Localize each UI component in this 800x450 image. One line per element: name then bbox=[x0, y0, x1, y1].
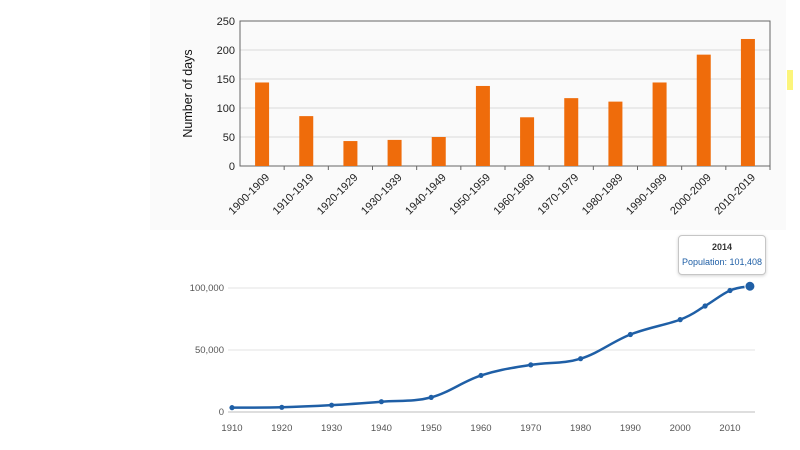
x-tick-label: 1960 bbox=[470, 423, 491, 434]
y-tick-label: 100,000 bbox=[190, 283, 224, 294]
data-point bbox=[677, 317, 683, 323]
x-tick-label: 2010-2019 bbox=[712, 172, 758, 218]
x-tick-label: 1950 bbox=[421, 423, 442, 434]
x-tick-label: 1920-1929 bbox=[315, 172, 361, 218]
line-chart: 0 50,000 100,000 1910 1920 1930 1940 1950 1960 19… bbox=[190, 280, 756, 434]
x-tick-label: 1990 bbox=[620, 423, 641, 434]
x-tick-label: 2000-2009 bbox=[668, 172, 714, 218]
x-tick-label: 1980 bbox=[570, 423, 591, 434]
data-point bbox=[528, 362, 534, 368]
x-tick-label: 1900-1909 bbox=[227, 172, 273, 218]
data-point bbox=[229, 405, 235, 411]
plot-frame bbox=[239, 20, 771, 167]
x-tick-label: 1940 bbox=[371, 423, 392, 434]
y-tick-label: 150 bbox=[217, 74, 235, 86]
population-line bbox=[231, 285, 751, 409]
x-tick-label: 1930 bbox=[321, 423, 342, 434]
bar bbox=[299, 116, 314, 166]
y-tick-label: 0 bbox=[229, 161, 235, 173]
data-point bbox=[478, 372, 484, 379]
bar bbox=[255, 82, 270, 166]
bar bbox=[652, 82, 667, 166]
x-tick-label: 1940-1949 bbox=[403, 172, 449, 218]
bar bbox=[431, 137, 446, 166]
bar-chart: 0 50 100 150 200 250 1900-19091910-19191920-19… bbox=[181, 16, 771, 218]
data-point bbox=[727, 287, 733, 294]
x-tick-label: 1990-1999 bbox=[624, 172, 670, 218]
highlighted-point bbox=[744, 280, 756, 292]
bar bbox=[343, 141, 358, 166]
data-point bbox=[578, 356, 584, 362]
data-point bbox=[329, 402, 335, 408]
data-point bbox=[428, 394, 434, 400]
y-tick-label: 0 bbox=[219, 407, 224, 418]
highlight-marker bbox=[787, 70, 793, 90]
x-tick-label: 1950-1959 bbox=[447, 172, 493, 218]
y-axis-label: Number of days bbox=[181, 49, 195, 137]
bar-chart-panel: 0 50 100 150 200 250 1900-1909 1910-1919 1920-19… bbox=[150, 0, 786, 230]
x-tick-label: 1910-1919 bbox=[271, 172, 317, 218]
bar bbox=[696, 54, 711, 166]
y-tick-label: 250 bbox=[217, 16, 235, 28]
x-tick-label: 1970 bbox=[520, 423, 541, 434]
y-tick-label: 200 bbox=[217, 45, 235, 57]
tooltip-value: Population: 101,408 bbox=[681, 257, 763, 267]
bar bbox=[564, 98, 579, 166]
x-tick-label: 1930-1939 bbox=[359, 172, 405, 218]
y-tick-label: 50,000 bbox=[195, 345, 224, 356]
data-point bbox=[627, 331, 633, 338]
x-tick-label: 2000 bbox=[670, 423, 691, 434]
data-point bbox=[702, 303, 708, 309]
bar bbox=[387, 139, 402, 166]
tooltip-title: 2014 bbox=[711, 242, 733, 252]
x-tick-label: 1910 bbox=[221, 423, 242, 434]
x-tick-label: 1960-1969 bbox=[492, 172, 538, 218]
data-point bbox=[378, 399, 384, 405]
x-tick-label: 1980-1989 bbox=[580, 172, 626, 218]
data-point-tooltip: 2014 Population: 101,408 bbox=[678, 235, 766, 275]
y-tick-label: 100 bbox=[217, 103, 235, 115]
x-tick-label: 1970-1979 bbox=[536, 172, 582, 218]
x-tick-label: 1920 bbox=[271, 423, 292, 434]
bar bbox=[520, 117, 535, 166]
data-point bbox=[279, 404, 285, 410]
bar bbox=[740, 38, 755, 167]
x-tick-label: 2010 bbox=[719, 423, 740, 434]
y-tick-label: 50 bbox=[223, 132, 235, 144]
bar bbox=[475, 85, 490, 166]
bar bbox=[608, 101, 623, 166]
